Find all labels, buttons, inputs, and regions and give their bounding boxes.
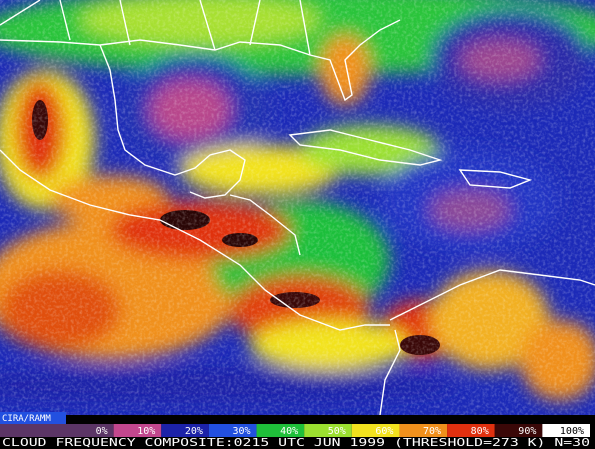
color-swatch xyxy=(0,424,114,437)
color-swatch xyxy=(351,424,400,437)
credit-box xyxy=(0,412,66,424)
color-swatch xyxy=(399,424,448,437)
credit: CIRA/RAMM xyxy=(2,414,51,424)
legend-label: 100% xyxy=(560,426,584,437)
cloud-field xyxy=(0,0,595,415)
legend-label: 60% xyxy=(375,426,393,437)
legend-label: 40% xyxy=(280,426,298,437)
legend-label: 80% xyxy=(471,426,489,437)
color-swatch xyxy=(256,424,305,437)
color-swatch xyxy=(208,424,257,437)
legend-label: 50% xyxy=(328,426,346,437)
color-swatch xyxy=(304,424,352,437)
color-swatch xyxy=(113,424,162,437)
color-swatch xyxy=(161,424,209,437)
color-bar: 0% 10% 20% 30% 40% 50% 60% 70% 80% 90% 100% xyxy=(0,424,590,437)
color-swatch xyxy=(494,424,543,437)
caption: CLOUD FREQUENCY COMPOSITE:0215 UTC JUN 1… xyxy=(2,436,590,449)
caption-box xyxy=(0,437,595,449)
color-swatch xyxy=(447,424,495,437)
legend-label: 0% xyxy=(96,426,108,437)
legend-label: 30% xyxy=(232,426,250,437)
legend-label: 20% xyxy=(185,426,203,437)
color-swatch xyxy=(542,424,590,437)
coastlines xyxy=(0,0,595,415)
legend-label: 10% xyxy=(137,426,155,437)
legend-label: 90% xyxy=(518,426,536,437)
legend-label: 70% xyxy=(423,426,441,437)
